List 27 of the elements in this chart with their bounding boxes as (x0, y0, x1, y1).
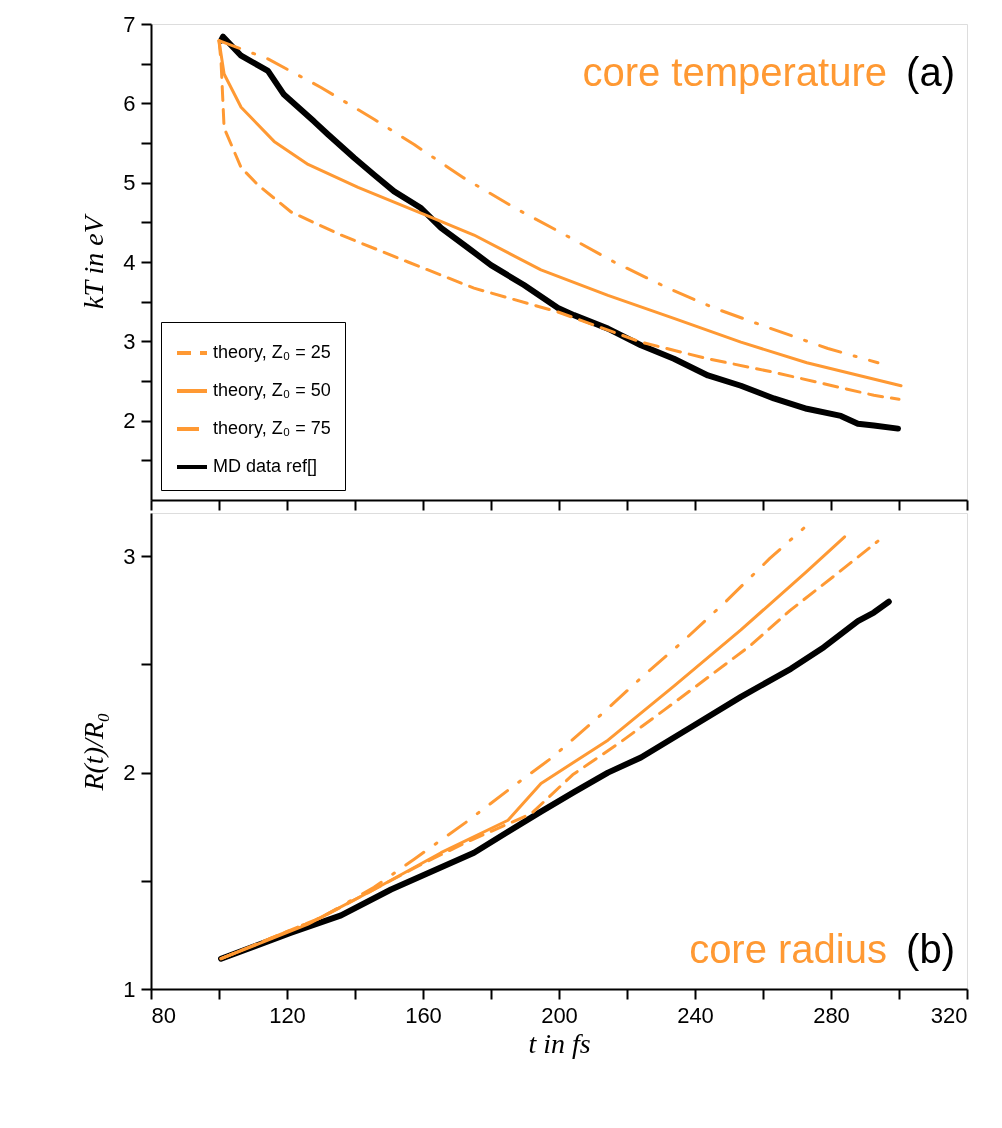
legend-label: theory, Z₀ = 25 (213, 342, 331, 362)
x-axis-title: t in fs (528, 1027, 591, 1059)
annotation: core temperature (582, 50, 887, 94)
x-tick-label: 80 (151, 1002, 176, 1028)
y-tick-label: 2 (123, 408, 136, 434)
x-tick-label: 120 (269, 1002, 306, 1028)
y-tick-label: 3 (123, 543, 136, 569)
x-tick-label: 280 (813, 1002, 850, 1028)
annotation: core radius (689, 927, 887, 971)
x-tick-label: 160 (405, 1002, 442, 1028)
y-tick-label: 3 (123, 328, 136, 354)
legend-label: theory, Z₀ = 50 (213, 380, 331, 400)
annotation: (b) (906, 927, 955, 971)
x-tick-label: 200 (541, 1002, 578, 1028)
y-axis-title: R(t)/R₀ (78, 712, 110, 792)
y-tick-label: 5 (123, 170, 136, 196)
x-tick-label: 240 (677, 1002, 714, 1028)
y-tick-label: 4 (123, 249, 136, 275)
x-tick-label: 320 (930, 1002, 968, 1028)
y-tick-label: 7 (123, 11, 136, 37)
y-tick-label: 6 (123, 90, 136, 116)
annotation: (a) (906, 50, 955, 94)
y-axis-title: kT in eV (78, 213, 110, 309)
legend-label: theory, Z₀ = 75 (213, 418, 331, 438)
y-tick-label: 1 (123, 976, 136, 1002)
legend-label: MD data ref[] (213, 456, 318, 476)
y-tick-label: 2 (123, 760, 136, 786)
